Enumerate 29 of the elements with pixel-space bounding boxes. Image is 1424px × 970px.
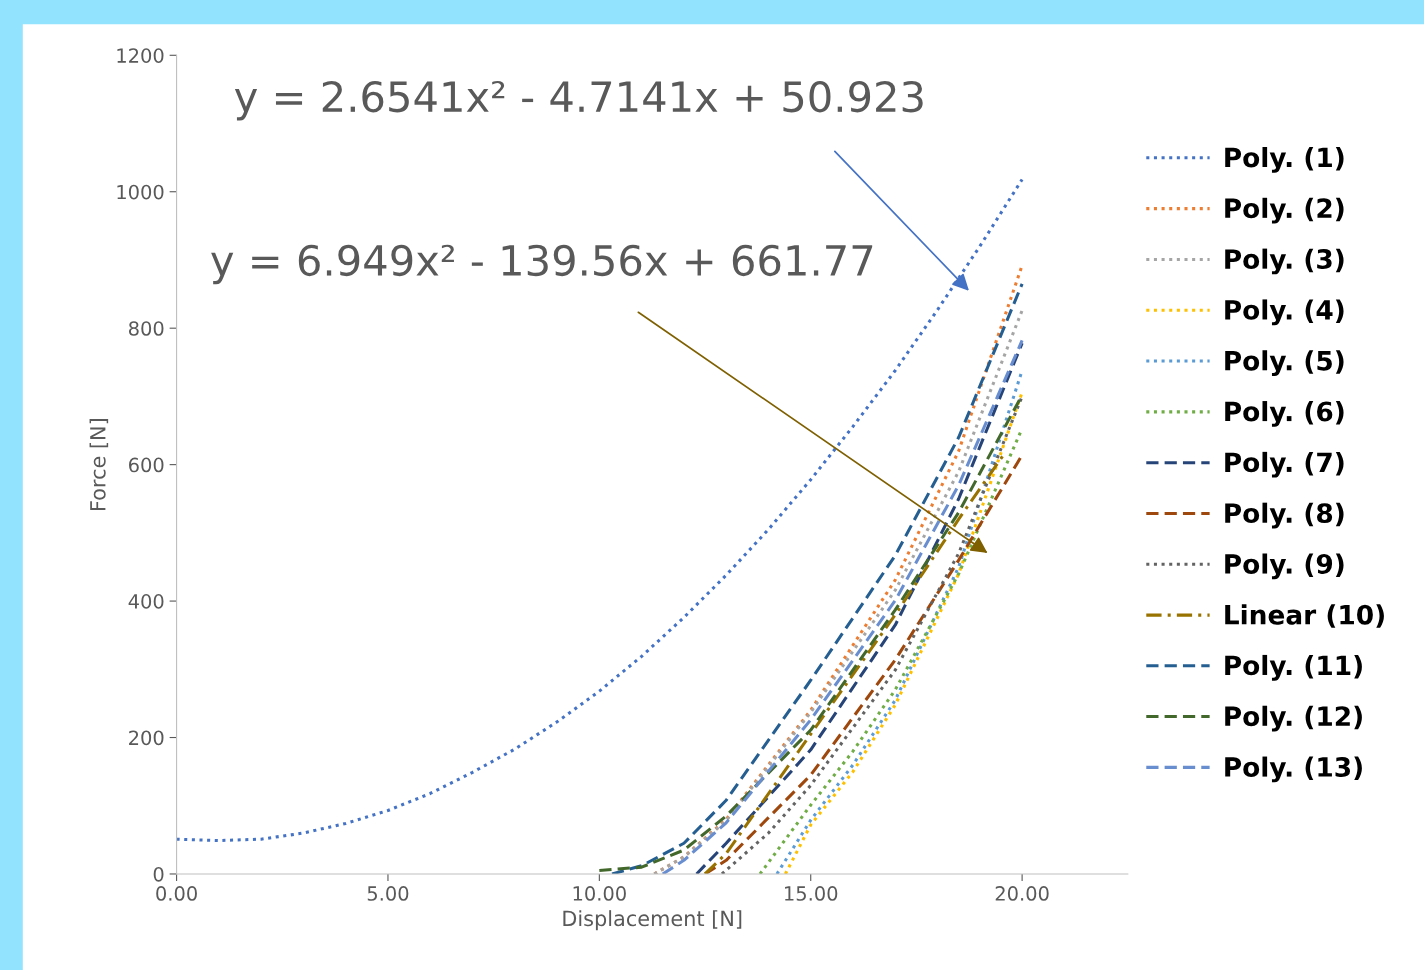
legend-label: Poly. (1) [1225,146,1344,173]
y-axis-title: Force [N] [89,419,109,510]
legend-label: Poly. (3) [1225,248,1344,275]
x-tick-label: 10.00 [573,886,626,901]
x-tick-label: 15.00 [785,886,838,901]
y-tick-label: 0 [153,866,164,882]
legend-label: Poly. (8) [1225,502,1344,529]
annotation: y = 6.949x² - 139.56x + 661.77 [211,244,873,285]
x-tick-label: 20.00 [995,886,1049,901]
y-tick-label: 1000 [117,184,164,200]
y-tick-label: 200 [129,730,164,746]
x-axis-title: Displacement [N] [563,910,742,931]
x-tick-label: 5.00 [367,886,409,901]
legend-label: Poly. (9) [1225,553,1344,580]
legend-label: Linear (10) [1225,604,1384,628]
legend-label: Poly. (4) [1225,299,1344,326]
legend-label: Poly. (6) [1225,401,1344,427]
y-tick-label: 600 [129,457,164,473]
y-tick-label: 1200 [117,48,164,63]
y-tick-label: 800 [128,321,164,336]
y-tick-label: 400 [128,594,164,609]
legend-label: Poly. (13) [1225,756,1362,783]
legend-label: Poly. (7) [1225,451,1344,478]
legend-label: Poly. (12) [1225,705,1362,732]
legend-label: Poly. (2) [1225,197,1344,224]
legend-label: Poly. (5) [1225,350,1344,376]
x-tick-label: 0.00 [156,886,197,901]
legend-label: Poly. (11) [1225,654,1362,681]
annotation: y = 2.6541x² - 4.7141x + 50.923 [234,80,923,121]
